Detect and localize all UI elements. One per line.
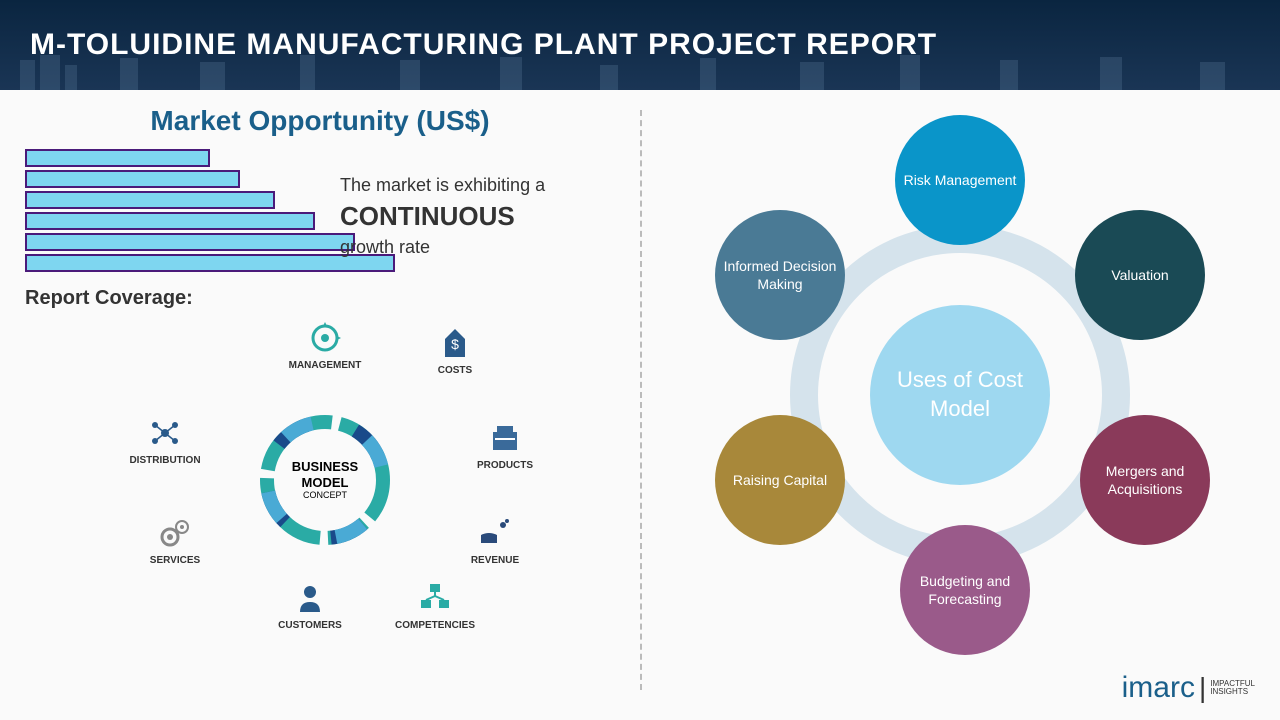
brand-logo: imarc | IMPACTFUL INSIGHTS xyxy=(1122,671,1255,705)
biz-label: COSTS xyxy=(405,365,505,376)
market-title: Market Opportunity (US$) xyxy=(25,105,615,137)
logo-tagline2: INSIGHTS xyxy=(1210,688,1255,696)
bar-3 xyxy=(25,212,315,230)
business-model-diagram: BUSINESS MODEL CONCEPT MANAGEMENT$COSTSP… xyxy=(115,320,535,630)
biz-label: SERVICES xyxy=(125,555,225,566)
biz-center-line3: CONCEPT xyxy=(303,490,347,501)
biz-item-costs: $ COSTS xyxy=(405,325,505,376)
bar-4 xyxy=(25,233,355,251)
biz-label: DISTRIBUTION xyxy=(115,455,215,466)
cost-circle-5: Informed Decision Making xyxy=(715,210,845,340)
biz-label: CUSTOMERS xyxy=(260,620,360,631)
cost-model-diagram: Uses of Cost Model Risk Management Valuat… xyxy=(680,115,1240,675)
cost-circle-label: Risk Management xyxy=(896,163,1025,197)
header-banner: M-TOLUIDINE MANUFACTURING PLANT PROJECT … xyxy=(0,0,1280,90)
biz-item-distribution: DISTRIBUTION xyxy=(115,415,215,466)
cost-circle-label: Informed Decision Making xyxy=(715,249,845,301)
products-icon xyxy=(487,420,523,456)
cost-circle-2: Mergers and Acquisitions xyxy=(1080,415,1210,545)
cost-circle-label: Budgeting and Forecasting xyxy=(900,564,1030,616)
bar-1 xyxy=(25,170,240,188)
biz-item-management: MANAGEMENT xyxy=(275,320,375,371)
services-icon xyxy=(157,515,193,551)
coverage-title: Report Coverage: xyxy=(25,287,615,310)
customers-icon xyxy=(292,580,328,616)
biz-label: PRODUCTS xyxy=(455,460,555,471)
bar-2 xyxy=(25,191,275,209)
biz-label: MANAGEMENT xyxy=(275,360,375,371)
growth-line1: The market is exhibiting a xyxy=(340,175,600,196)
biz-item-revenue: REVENUE xyxy=(445,515,545,566)
biz-item-customers: CUSTOMERS xyxy=(260,580,360,631)
left-panel: Market Opportunity (US$) The market is e… xyxy=(0,90,640,720)
bar-0 xyxy=(25,149,210,167)
biz-label: REVENUE xyxy=(445,555,545,566)
biz-item-services: SERVICES xyxy=(125,515,225,566)
biz-center-line1: BUSINESS xyxy=(292,459,358,475)
cost-circle-label: Raising Capital xyxy=(725,463,835,497)
cost-circle-1: Valuation xyxy=(1075,210,1205,340)
logo-text: imarc xyxy=(1122,671,1195,705)
distribution-icon xyxy=(147,415,183,451)
growth-text-block: The market is exhibiting a CONTINUOUS gr… xyxy=(340,175,600,258)
management-icon xyxy=(307,320,343,356)
cost-model-center: Uses of Cost Model xyxy=(870,305,1050,485)
right-panel: Uses of Cost Model Risk Management Valuat… xyxy=(640,90,1280,720)
cost-circle-3: Budgeting and Forecasting xyxy=(900,525,1030,655)
svg-text:$: $ xyxy=(451,336,459,352)
competencies-icon xyxy=(417,580,453,616)
cost-circle-4: Raising Capital xyxy=(715,415,845,545)
revenue-icon xyxy=(477,515,513,551)
biz-label: COMPETENCIES xyxy=(385,620,485,631)
cost-circle-label: Valuation xyxy=(1103,258,1176,292)
growth-continuous: CONTINUOUS xyxy=(340,201,600,232)
cost-circle-label: Mergers and Acquisitions xyxy=(1080,454,1210,506)
content-area: Market Opportunity (US$) The market is e… xyxy=(0,90,1280,720)
business-model-center: BUSINESS MODEL CONCEPT xyxy=(265,420,385,540)
growth-line2: growth rate xyxy=(340,237,600,258)
cost-circle-0: Risk Management xyxy=(895,115,1025,245)
costs-icon: $ xyxy=(437,325,473,361)
biz-center-line2: MODEL xyxy=(302,475,349,491)
cost-center-text: Uses of Cost Model xyxy=(870,366,1050,423)
header-title: M-TOLUIDINE MANUFACTURING PLANT PROJECT … xyxy=(30,28,937,62)
biz-item-products: PRODUCTS xyxy=(455,420,555,471)
biz-item-competencies: COMPETENCIES xyxy=(385,580,485,631)
